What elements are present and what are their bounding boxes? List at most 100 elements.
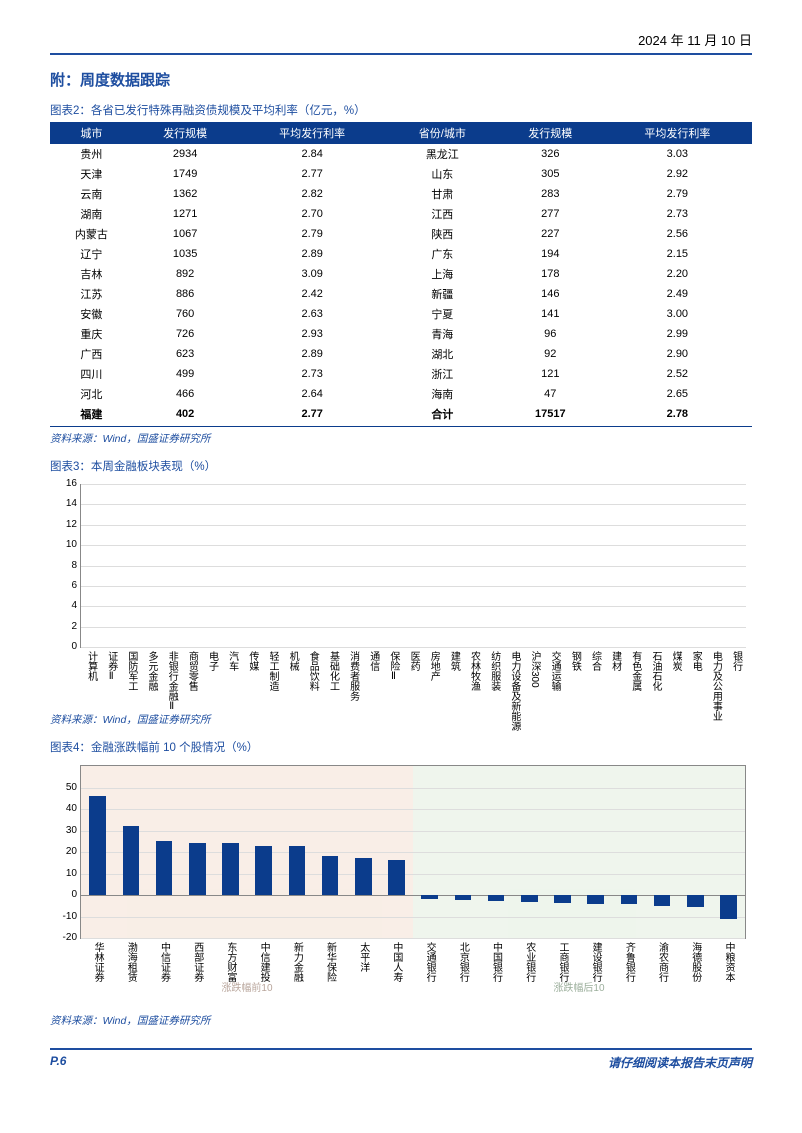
- table-cell: 886: [133, 284, 238, 304]
- bar: [554, 895, 571, 903]
- header-date: 2024 年 11 月 10 日: [50, 30, 752, 49]
- table-cell: 760: [133, 304, 238, 324]
- x-label: 中信证券: [157, 942, 172, 982]
- table-cell: 2934: [133, 144, 238, 164]
- table2-caption: 图表2：各省已发行特殊再融资债规模及平均利率（亿元，%）: [50, 102, 752, 118]
- table-cell: 广西: [50, 344, 133, 364]
- bar-slot: 海德股份: [679, 766, 712, 938]
- x-label: 工商银行: [555, 942, 570, 982]
- table-cell: 402: [133, 404, 238, 424]
- table-cell: 宁夏: [387, 304, 498, 324]
- bar-slot: 中国人寿: [380, 766, 413, 938]
- table2-col: 平均发行利率: [238, 122, 387, 144]
- table-cell: 283: [498, 184, 603, 204]
- table-cell: 湖南: [50, 204, 133, 224]
- x-label: 银行: [729, 651, 744, 671]
- table-cell: 海南: [387, 384, 498, 404]
- bar-slot: 中国银行: [479, 766, 512, 938]
- table-cell: 2.92: [603, 164, 752, 184]
- bar-slot: 新力金融: [280, 766, 313, 938]
- x-label: 农业银行: [522, 942, 537, 982]
- x-label: 沪深300: [527, 651, 542, 688]
- table-row: 四川4992.73浙江1212.52: [50, 364, 752, 384]
- x-label: 汽车: [225, 651, 240, 671]
- x-label: 有色金属: [628, 651, 643, 691]
- table-row: 云南13622.82甘肃2832.79: [50, 184, 752, 204]
- x-label: 华林证券: [90, 942, 105, 982]
- x-label: 综合: [587, 651, 602, 671]
- table-row: 福建4022.77合计175172.78: [50, 404, 752, 424]
- table-cell: 2.79: [238, 224, 387, 244]
- table-cell: 892: [133, 264, 238, 284]
- table-cell: 1067: [133, 224, 238, 244]
- x-label: 商贸零售: [184, 651, 199, 691]
- chart4: 涨跌幅前10涨跌幅后10-20-1001020304050华林证券渤海租赁中信证…: [50, 759, 752, 1009]
- chart3-caption: 图表3：本周金融板块表现（%）: [50, 458, 752, 474]
- x-label: 电力设备及新能源: [507, 651, 522, 731]
- ytick-label: 16: [55, 478, 77, 489]
- table-row: 贵州29342.84黑龙江3263.03: [50, 144, 752, 164]
- x-label: 医药: [406, 651, 421, 671]
- x-label: 机械: [285, 651, 300, 671]
- x-label: 中国人寿: [389, 942, 404, 982]
- table-cell: 上海: [387, 264, 498, 284]
- table2-col: 省份/城市: [387, 122, 498, 144]
- ytick-label: 30: [55, 825, 77, 836]
- table-cell: 江西: [387, 204, 498, 224]
- table-cell: 贵州: [50, 144, 133, 164]
- bars-container: 计算机证券Ⅱ国防军工多元金融非银行金融Ⅱ商贸零售电子汽车传媒轻工制造机械食品饮料…: [81, 484, 746, 647]
- bar: [720, 895, 737, 919]
- table-cell: 2.49: [603, 284, 752, 304]
- table-cell: 623: [133, 344, 238, 364]
- table-cell: 2.77: [238, 164, 387, 184]
- x-label: 海德股份: [688, 942, 703, 982]
- bar-slot: 中粮资本: [712, 766, 745, 938]
- x-label: 建筑: [446, 651, 461, 671]
- table-row: 吉林8923.09上海1782.20: [50, 264, 752, 284]
- ytick-label: 4: [55, 600, 77, 611]
- bar: [587, 895, 604, 904]
- bar-slot: 渝农商行: [645, 766, 678, 938]
- table-cell: 2.90: [603, 344, 752, 364]
- table-cell: 17517: [498, 404, 603, 424]
- bar-slot: 交通银行: [413, 766, 446, 938]
- table-cell: 吉林: [50, 264, 133, 284]
- x-label: 消费者服务: [346, 651, 361, 701]
- table-cell: 1749: [133, 164, 238, 184]
- table-cell: 178: [498, 264, 603, 284]
- chart3-source: 资料来源：Wind，国盛证券研究所: [50, 712, 752, 727]
- table-cell: 92: [498, 344, 603, 364]
- x-label: 建材: [608, 651, 623, 671]
- table-cell: 47: [498, 384, 603, 404]
- x-label: 新力金融: [289, 942, 304, 982]
- table-row: 江苏8862.42新疆1462.49: [50, 284, 752, 304]
- table-cell: 广东: [387, 244, 498, 264]
- table2-col: 平均发行利率: [603, 122, 752, 144]
- header-rule: [50, 53, 752, 55]
- bar: [488, 895, 505, 901]
- table-cell: 2.79: [603, 184, 752, 204]
- ytick-label: 20: [55, 846, 77, 857]
- page-number: P.6: [50, 1054, 66, 1071]
- table-cell: 121: [498, 364, 603, 384]
- ytick-label: 2: [55, 621, 77, 632]
- table-cell: 合计: [387, 404, 498, 424]
- table2-bottom-rule: [50, 426, 752, 427]
- bar: [388, 860, 405, 895]
- bar-slot: 中信证券: [147, 766, 180, 938]
- ytick-label: 50: [55, 782, 77, 793]
- table-cell: 湖北: [387, 344, 498, 364]
- table-row: 辽宁10352.89广东1942.15: [50, 244, 752, 264]
- x-label: 北京银行: [455, 942, 470, 982]
- table-cell: 466: [133, 384, 238, 404]
- table-cell: 146: [498, 284, 603, 304]
- table-cell: 2.99: [603, 324, 752, 344]
- table-cell: 1362: [133, 184, 238, 204]
- ytick-label: 10: [55, 868, 77, 879]
- table-cell: 黑龙江: [387, 144, 498, 164]
- table-cell: 3.09: [238, 264, 387, 284]
- footer-disclaimer: 请仔细阅读本报告末页声明: [608, 1054, 752, 1071]
- table-row: 河北4662.64海南472.65: [50, 384, 752, 404]
- bar-slot: 东方财富: [214, 766, 247, 938]
- chart4-source: 资料来源：Wind，国盛证券研究所: [50, 1013, 752, 1028]
